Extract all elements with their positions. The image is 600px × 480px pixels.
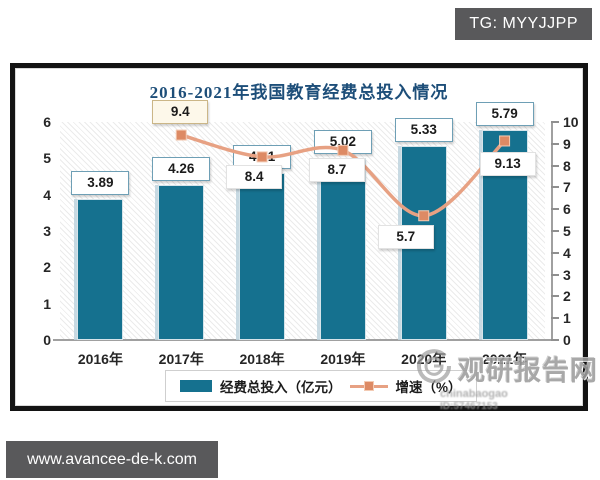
line-marker (418, 210, 430, 222)
chart-card: 2016-2021年我国教育经费总投入情况 经费总投入（亿元） 增速（%） 0 1… (15, 68, 583, 406)
bar-value-label-2020年: 5.33 (394, 118, 453, 143)
left-axis-tick-3: 3 (43, 223, 51, 239)
left-axis-tick-0: 0 (43, 332, 51, 348)
line-value-label: 8.4 (226, 164, 283, 189)
right-axis-tick-mark (551, 251, 559, 254)
left-axis-tick-5: 5 (43, 150, 51, 167)
right-axis-tick-mark (551, 295, 559, 298)
x-axis-label-2019年: 2019年 (320, 351, 366, 367)
watermark-subtext: chinabaogao ID:57467153 (440, 388, 508, 413)
legend-label-line-series: 增速（%） (395, 380, 462, 395)
left-axis-tick-2: 2 (43, 259, 51, 276)
right-axis-tick-mark (551, 339, 559, 341)
site-url-badge: www.avancee-de-k.com (6, 441, 218, 478)
x-axis-label-2016年: 2016年 (77, 351, 123, 367)
line-value-label: 8.7 (308, 158, 365, 183)
x-axis-label-2017年: 2017年 (158, 351, 204, 367)
right-axis-tick-mark (551, 208, 559, 211)
watermark-site-name: 观研报告网 (458, 356, 598, 386)
x-axis-line (53, 339, 553, 341)
line-marker (499, 135, 511, 147)
legend-label-bar-series: 经费总投入（亿元） (220, 380, 342, 395)
tg-contact-badge: TG: MYYJJPP (455, 8, 592, 40)
right-axis-tick-mark (551, 142, 559, 145)
line-value-label: 9.4 (152, 100, 209, 125)
bar-value-label-2016年: 3.89 (71, 170, 130, 195)
right-axis-tick-7: 7 (563, 179, 571, 196)
right-axis-tick-1: 1 (563, 310, 571, 327)
right-axis-tick-3: 3 (563, 266, 571, 283)
plot-area (60, 122, 545, 340)
left-axis-tick-4: 4 (43, 186, 51, 203)
bar-series-swatch (180, 380, 212, 392)
chart-title: 2016-2021年我国教育经费总投入情况 (149, 83, 449, 102)
right-axis-tick-2: 2 (563, 288, 571, 305)
right-axis-tick-10: 10 (563, 114, 579, 130)
right-axis-tick-0: 0 (563, 332, 571, 348)
line-series-swatch (349, 380, 388, 392)
bar-2019年 (319, 157, 366, 340)
bar-value-label-2017年: 4.26 (152, 157, 211, 182)
right-axis-tick-mark (551, 186, 559, 189)
chart-frame: 2016-2021年我国教育经费总投入情况 经费总投入（亿元） 增速（%） 0 1… (10, 63, 588, 411)
watermark: 观研报告网 chinabaogao ID:57467153 (412, 344, 600, 412)
left-axis-tick-1: 1 (43, 295, 51, 312)
right-axis-tick-5: 5 (563, 223, 571, 239)
line-value-label: 9.13 (479, 151, 536, 176)
right-axis-tick-8: 8 (563, 157, 571, 174)
x-axis-label-2018年: 2018年 (239, 351, 285, 367)
right-axis-tick-mark (551, 230, 559, 232)
right-axis-tick-mark (551, 317, 559, 320)
x-axis-label-2021年: 2021年 (482, 351, 528, 367)
growth-rate-line (175, 129, 511, 222)
right-axis-tick-mark (551, 273, 559, 276)
line-marker (175, 129, 187, 141)
bar-2018年 (239, 172, 286, 340)
bar-2016年 (77, 198, 124, 340)
left-axis-tick-6: 6 (43, 114, 51, 130)
right-axis-tick-mark (551, 164, 559, 167)
line-value-label: 5.7 (377, 224, 434, 249)
right-axis-tick-mark (551, 121, 559, 123)
bar-value-label-2021年: 5.79 (475, 101, 534, 126)
line-marker (256, 151, 268, 163)
right-axis-tick-9: 9 (563, 135, 571, 152)
right-axis-tick-6: 6 (563, 201, 571, 218)
x-axis-label-2020年: 2020年 (401, 351, 447, 367)
spiral-logo-icon (412, 344, 456, 393)
line-marker (337, 144, 349, 156)
right-axis-tick-4: 4 (563, 244, 571, 261)
bar-2017年 (158, 185, 205, 340)
